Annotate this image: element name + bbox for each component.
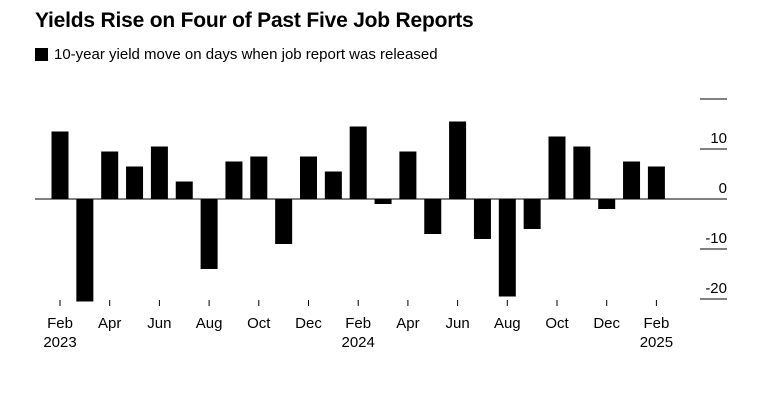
bar-2024-01 [324,171,342,199]
bar-2024-09 [523,199,541,229]
bar-2023-07 [175,181,193,199]
bar-2023-03 [76,199,94,302]
legend-label: 10-year yield move on days when job repo… [54,46,438,63]
x-tick-label-2023-06: Jun [147,315,171,332]
bar-2024-07 [473,199,491,239]
x-year-label-2025: 2025 [640,334,673,351]
bar-2023-08 [200,199,218,269]
chart-legend: 10-year yield move on days when job repo… [35,46,438,63]
bar-2023-02 [51,131,69,199]
y-tick-label-10: 10 [710,130,727,147]
bar-2024-04 [399,151,417,199]
bar-2024-03 [374,199,392,204]
y-tick-label--10: -10 [705,230,727,247]
bar-2023-04 [101,151,119,199]
bar-2023-06 [150,146,168,199]
x-tick-label-2024-10: Oct [545,315,569,332]
x-tick-label-2023-12: Dec [295,315,322,332]
x-tick-label-2023-10: Oct [247,315,271,332]
x-tick-label-2024-08: Aug [494,315,521,332]
bar-2024-12 [598,199,616,209]
bar-2024-05 [424,199,442,234]
bar-2024-11 [573,146,591,199]
bar-2023-10 [250,156,268,199]
bar-2025-02 [647,166,665,199]
x-tick-label-2023-02: Feb [47,315,73,332]
x-tick-label-2024-04: Apr [396,315,419,332]
x-tick-label-2023-04: Apr [98,315,121,332]
x-tick-label-2024-02: Feb [345,315,371,332]
bar-2023-05 [126,166,144,199]
x-tick-label-2023-08: Aug [196,315,223,332]
x-tick-label-2024-06: Jun [446,315,470,332]
bar-2024-08 [498,199,516,297]
legend-swatch [35,48,48,61]
x-year-label-2024: 2024 [342,334,375,351]
x-tick-label-2024-12: Dec [593,315,620,332]
bar-2023-09 [225,161,243,199]
bar-2024-02 [349,126,367,199]
bar-2024-10 [548,136,566,199]
bar-2025-01 [623,161,641,199]
chart-title: Yields Rise on Four of Past Five Job Rep… [35,9,474,32]
y-tick-label-0: 0 [719,180,727,197]
y-tick-label--20: -20 [705,280,727,297]
x-tick-label-2025-02: Feb [643,315,669,332]
x-year-label-2023: 2023 [43,334,76,351]
bar-2023-11 [275,199,293,244]
bar-2023-12 [300,156,317,199]
bar-2024-06 [449,121,467,199]
